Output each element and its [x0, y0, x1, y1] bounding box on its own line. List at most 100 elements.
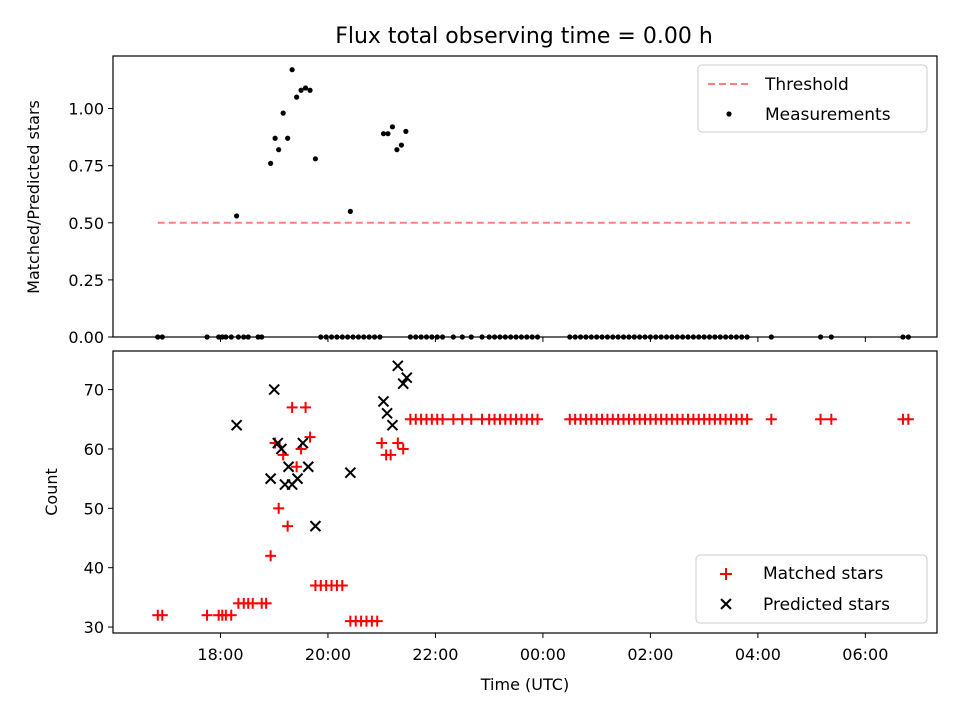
predicted-star-point	[268, 383, 280, 396]
predicted-star-point	[297, 437, 309, 449]
matched-star-point	[225, 609, 237, 621]
x-tick-label: 04:00	[735, 645, 781, 664]
top-plot-area	[155, 67, 911, 340]
matched-star-point	[397, 443, 409, 455]
top-y-tick-label: 0.25	[68, 271, 104, 290]
measurement-point	[294, 94, 300, 100]
predicted-star-point	[397, 377, 409, 390]
matched-star-point	[286, 401, 298, 413]
bottom-legend[interactable]: Matched stars Predicted stars	[695, 554, 928, 624]
matched-star-point	[741, 413, 753, 425]
measurement-point	[394, 147, 400, 153]
x-tick-label: 22:00	[412, 645, 458, 664]
measurement-point	[298, 87, 304, 93]
x-tick-label: 06:00	[842, 645, 888, 664]
top-legend[interactable]: Threshold Measurements	[697, 64, 928, 133]
matched-star-point	[291, 461, 303, 473]
measurement-point	[307, 87, 313, 93]
predicted-star-point	[230, 419, 243, 431]
predicted-star-point	[264, 472, 277, 485]
bottom-y-tick-label: 30	[84, 618, 104, 637]
matched-star-point	[304, 431, 316, 443]
bottom-y-tick-label: 40	[84, 559, 104, 578]
legend-matched-label: Matched stars	[763, 564, 883, 584]
measurement-point	[280, 110, 286, 116]
predicted-star-point	[272, 437, 284, 449]
measurement-point	[380, 131, 387, 137]
measurement-point	[272, 135, 278, 141]
bottom-legend-box	[695, 554, 928, 624]
predicted-star-point	[401, 372, 413, 384]
top-y-axis-label: Matched/Predicted stars	[24, 100, 43, 294]
measurement-point	[268, 160, 274, 166]
top-panel: 0.00 0.25 0.50 0.75 1.00 Matched/Predicted s…	[24, 55, 938, 347]
x-axis-label: Time (UTC)	[480, 675, 569, 694]
legend-threshold-label: Threshold	[764, 75, 849, 95]
matched-star-point	[765, 413, 777, 425]
matched-star-point	[265, 550, 277, 562]
legend-predicted-swatch	[720, 598, 732, 610]
predicted-star-point	[291, 472, 304, 485]
measurement-point	[385, 131, 391, 137]
matched-star-point	[825, 413, 837, 425]
bottom-plot-area	[152, 360, 914, 627]
matched-star-point	[371, 615, 383, 627]
chart-title: Flux total observing time = 0.00 h	[335, 24, 713, 49]
measurement-point	[302, 85, 309, 91]
matched-star-point	[376, 437, 388, 449]
legend-predicted-label: Predicted stars	[763, 595, 890, 615]
x-tick-label: 02:00	[627, 645, 673, 664]
predicted-star-point	[386, 419, 399, 431]
matched-star-point	[156, 609, 168, 621]
top-y-tick-label: 1.00	[68, 100, 104, 119]
measurement-point	[389, 124, 396, 130]
matched-star-point	[902, 413, 914, 425]
bottom-y-axis-label: Count	[42, 468, 61, 516]
predicted-star-point	[275, 443, 288, 455]
matched-star-point	[260, 597, 272, 609]
x-tick-label: 20:00	[305, 645, 351, 664]
measurement-point	[403, 128, 409, 134]
x-tick-label: 00:00	[520, 645, 566, 664]
measurement-point	[285, 135, 291, 141]
matched-star-point	[336, 580, 348, 592]
matched-star-point	[201, 609, 213, 621]
measurement-point	[347, 208, 353, 214]
predicted-star-point	[282, 461, 295, 473]
bottom-y-axis: 30 40 50 60 70	[84, 381, 113, 637]
matched-star-point	[437, 413, 449, 425]
top-y-tick-label: 0.00	[68, 328, 104, 347]
top-y-tick-label: 0.75	[68, 157, 104, 176]
measurement-point	[276, 147, 282, 153]
top-x-ticks	[219, 337, 866, 342]
legend-matched-swatch	[720, 568, 732, 580]
predicted-star-point	[344, 466, 357, 479]
measurement-point	[312, 156, 319, 162]
legend-measurements-label: Measurements	[765, 105, 891, 125]
matched-star-point	[300, 401, 312, 413]
bottom-axes-frame	[112, 350, 938, 634]
matched-star-point	[385, 449, 397, 461]
x-tick-label: 18:00	[197, 645, 243, 664]
matched-star-point	[282, 520, 294, 532]
measurement-point	[398, 142, 404, 148]
predicted-star-point	[392, 360, 404, 372]
top-y-tick-label: 0.50	[68, 214, 104, 233]
bottom-y-tick-label: 50	[84, 499, 104, 518]
top-axes-frame	[112, 55, 938, 338]
matched-star-point	[815, 413, 827, 425]
top-y-axis: 0.00 0.25 0.50 0.75 1.00	[68, 100, 113, 347]
bottom-panel: 30 40 50 60 70 18:00 20:00 22:00 00:00 02:00 04:0…	[42, 350, 938, 694]
predicted-star-point	[302, 461, 314, 473]
matched-star-point	[273, 502, 285, 514]
top-legend-box	[697, 64, 928, 133]
matched-star-point	[532, 413, 544, 425]
predicted-star-point	[381, 407, 393, 420]
measurement-point	[234, 213, 240, 219]
predicted-star-point	[377, 395, 390, 408]
bottom-y-tick-label: 70	[84, 381, 104, 400]
bottom-x-axis: 18:00 20:00 22:00 00:00 02:00 04:00 06:00	[197, 633, 888, 664]
matched-star-point	[392, 437, 404, 449]
measurement-point	[289, 67, 295, 73]
